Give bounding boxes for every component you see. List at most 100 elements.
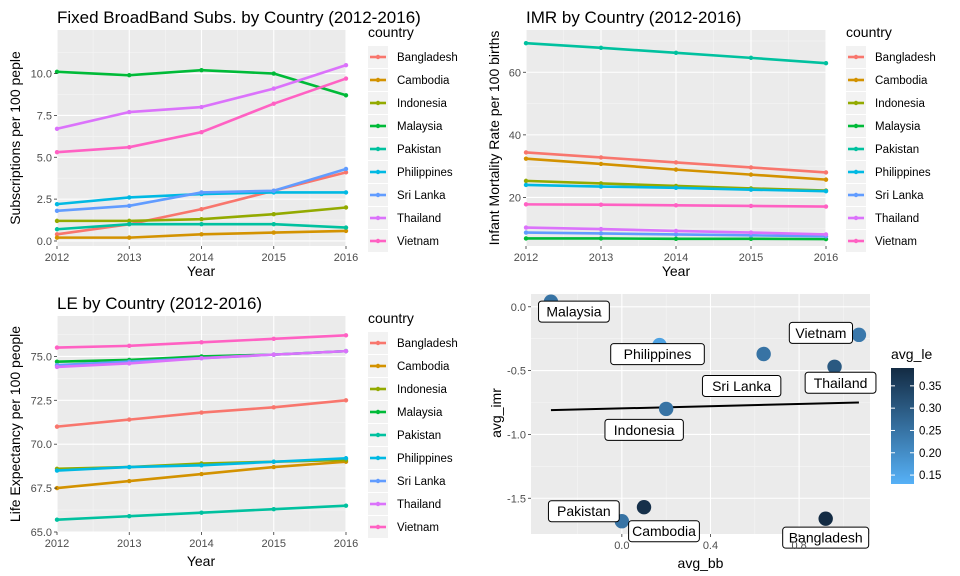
data-point bbox=[523, 236, 529, 241]
data-point bbox=[54, 126, 60, 131]
data-point bbox=[748, 236, 754, 241]
data-point bbox=[598, 202, 604, 207]
y-tick-label: 7.5 bbox=[37, 110, 52, 122]
label-box bbox=[604, 418, 684, 441]
scatter-chart-panel: Malaysia Philippines Sri Lanka Vietnam Thail… bbox=[488, 294, 941, 571]
legend-label-indonesia: Indonesia bbox=[875, 98, 925, 110]
y-tick-label: 20 bbox=[509, 192, 521, 204]
data-point bbox=[598, 181, 604, 186]
chart-title: LE by Country (2012-2016) bbox=[57, 294, 262, 313]
y-tick-label: 2.5 bbox=[37, 194, 52, 206]
data-point bbox=[823, 189, 829, 194]
data-point bbox=[199, 217, 204, 222]
data-point bbox=[748, 230, 754, 235]
data-point bbox=[127, 109, 132, 115]
line-chart-panel-3: 2012 2013 2014 2015 2016 65.0 67.5 70.0 72.5 75.0… bbox=[7, 294, 458, 569]
data-point bbox=[523, 182, 529, 188]
x-tick-label: 0.0 bbox=[614, 540, 629, 552]
data-point bbox=[673, 228, 679, 234]
colorbar-legend: avg_le 0.15 0.20 0.25 0.30 0.35 bbox=[891, 346, 941, 484]
legend: country Bangladesh Cambodia Indonesia Malays… bbox=[846, 24, 936, 252]
label-text: Malaysia bbox=[546, 304, 601, 320]
x-tick-label: 2015 bbox=[739, 252, 763, 264]
data-point bbox=[523, 178, 529, 184]
legend-key-point bbox=[375, 386, 381, 392]
data-point bbox=[523, 150, 529, 155]
legend-key-point bbox=[375, 409, 381, 415]
y-tick-label: 72.5 bbox=[31, 395, 52, 407]
legend-key-point bbox=[853, 54, 859, 60]
point-label-vietnam: Vietnam bbox=[788, 321, 854, 344]
data-point bbox=[271, 188, 276, 193]
legend-label-bangladesh: Bangladesh bbox=[875, 52, 936, 64]
data-point bbox=[199, 471, 204, 477]
data-point bbox=[271, 506, 276, 512]
legend-label-pakistan: Pakistan bbox=[875, 144, 919, 156]
data-point bbox=[673, 203, 679, 208]
data-point bbox=[343, 76, 349, 81]
legend-key-point bbox=[375, 215, 381, 221]
data-point bbox=[271, 230, 276, 235]
data-point bbox=[673, 236, 679, 241]
legend-label-indonesia: Indonesia bbox=[397, 384, 447, 396]
data-point bbox=[199, 104, 204, 110]
x-tick-label: 2015 bbox=[262, 252, 286, 264]
x-tick-label: 2016 bbox=[334, 538, 358, 550]
y-tick-label: 5.0 bbox=[37, 152, 52, 164]
data-point bbox=[271, 211, 276, 217]
scatter-point-vietnam bbox=[851, 327, 867, 343]
label-box bbox=[701, 375, 782, 397]
label-text: Pakistan bbox=[557, 503, 611, 519]
data-point bbox=[127, 478, 132, 484]
data-point bbox=[598, 155, 604, 160]
label-box bbox=[782, 526, 870, 549]
chart-title: Fixed BroadBand Subs. by Country (2012-2… bbox=[57, 8, 421, 27]
data-point bbox=[199, 67, 204, 73]
legend-label-philippines: Philippines bbox=[397, 167, 453, 179]
data-point bbox=[343, 228, 349, 234]
legend-key-point bbox=[853, 169, 859, 175]
label-box bbox=[804, 371, 877, 394]
data-point bbox=[54, 517, 60, 522]
data-point bbox=[343, 503, 349, 508]
x-tick-label: 0.4 bbox=[703, 540, 718, 552]
label-text: Bangladesh bbox=[789, 530, 863, 546]
legend-key-point bbox=[853, 100, 859, 106]
legend-label-bangladesh: Bangladesh bbox=[397, 338, 458, 350]
data-point bbox=[54, 468, 60, 473]
x-tick-label: 2014 bbox=[664, 252, 688, 264]
x-tick-label: 2013 bbox=[117, 538, 141, 550]
data-point bbox=[673, 50, 679, 56]
y-tick-label: 0.0 bbox=[37, 236, 52, 248]
label-text: Philippines bbox=[624, 346, 692, 362]
legend-label-sri-lanka: Sri Lanka bbox=[875, 190, 924, 202]
point-label-bangladesh: Bangladesh bbox=[782, 526, 870, 549]
colorbar-tick-label: 0.35 bbox=[919, 381, 941, 393]
y-axis-title: Subscriptions per 100 peple bbox=[7, 51, 23, 225]
data-point bbox=[54, 232, 60, 237]
label-box bbox=[610, 343, 705, 366]
legend-key-point bbox=[853, 215, 859, 221]
data-point bbox=[271, 101, 276, 106]
data-point bbox=[54, 69, 60, 75]
legend-label-cambodia: Cambodia bbox=[875, 75, 928, 87]
data-point bbox=[673, 185, 679, 190]
data-point bbox=[127, 361, 132, 366]
scatter-point-sri-lanka bbox=[756, 346, 771, 362]
colorbar-tick-label: 0.20 bbox=[919, 448, 941, 460]
data-point bbox=[271, 352, 276, 357]
legend-key-point bbox=[375, 478, 381, 484]
data-point bbox=[748, 172, 754, 177]
data-point bbox=[127, 203, 132, 209]
data-point bbox=[598, 236, 604, 241]
legend-key-point bbox=[375, 524, 381, 530]
legend-label-thailand: Thailand bbox=[397, 499, 441, 511]
data-point bbox=[673, 232, 679, 237]
point-label-philippines: Philippines bbox=[610, 343, 705, 366]
legend-key-point bbox=[375, 77, 381, 83]
legend: country Bangladesh Cambodia Indonesia Malays… bbox=[368, 310, 458, 538]
label-text: Vietnam bbox=[795, 325, 846, 341]
legend-label-cambodia: Cambodia bbox=[397, 75, 450, 87]
colorbar-tick-label: 0.15 bbox=[919, 470, 941, 482]
legend-key-point bbox=[375, 501, 381, 507]
